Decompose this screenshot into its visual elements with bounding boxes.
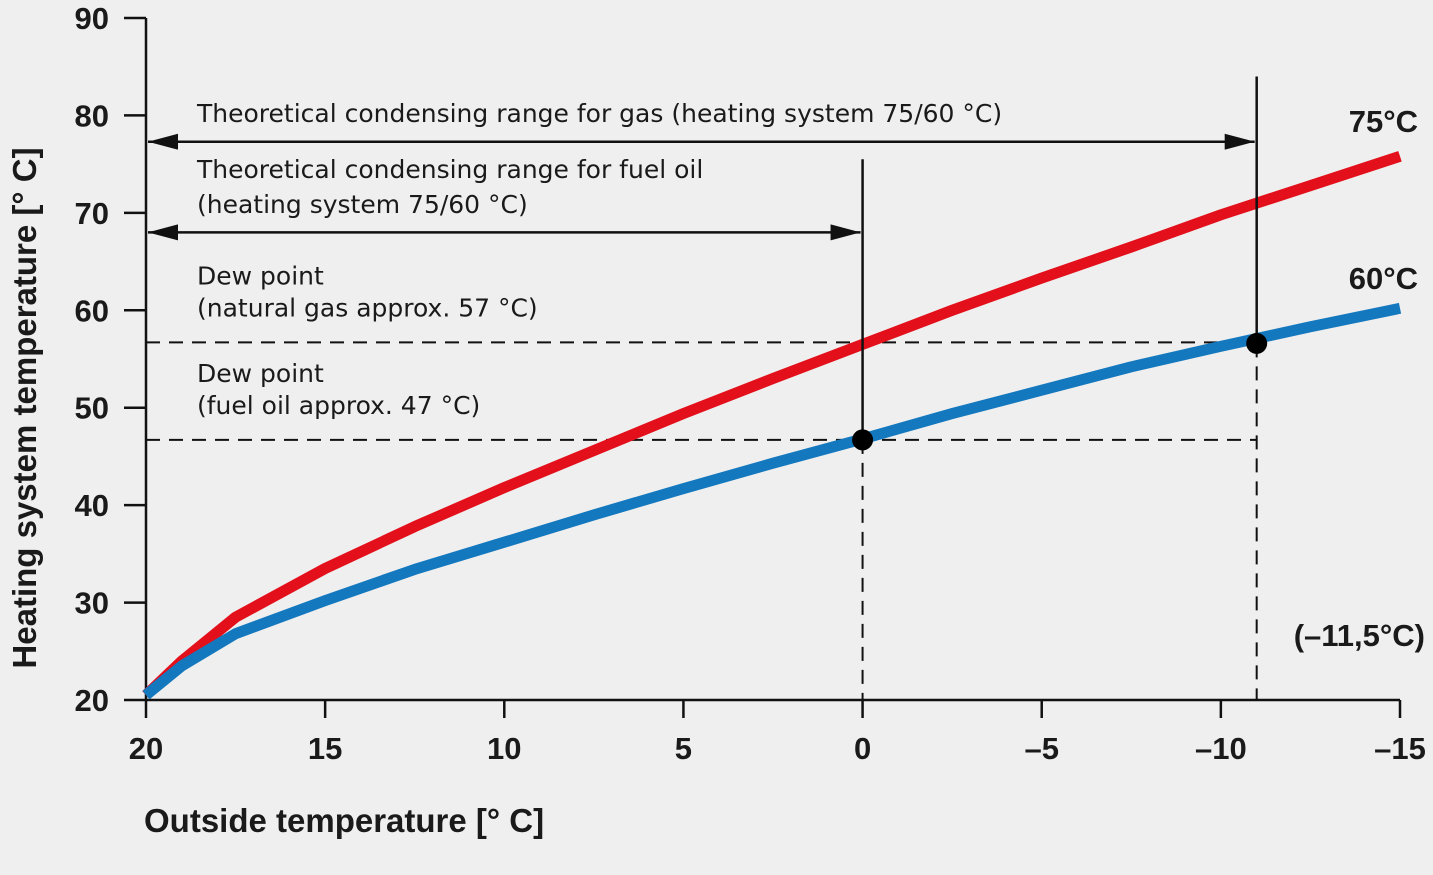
labels: Dew point (natural gas approx. 57 °C) Dew …: [196, 99, 1425, 653]
x-tick-label: 5: [675, 731, 692, 766]
dew-point-label: Dew point: [197, 261, 324, 290]
x-tick-label: 0: [854, 731, 871, 766]
y-tick-label: 50: [75, 391, 109, 426]
series-layer: [142, 151, 1402, 700]
series-line: [142, 151, 1402, 700]
dew-point-label-sub: (fuel oil approx. 47 °C): [197, 391, 480, 420]
intersection-point: [1246, 332, 1268, 354]
dew-point-label-sub: (natural gas approx. 57 °C): [197, 293, 538, 322]
x-axis-title: Outside temperature [° C]: [144, 802, 544, 839]
condensing-ranges: [148, 76, 1258, 440]
intersection-point: [852, 429, 874, 451]
y-tick-label: 20: [75, 683, 109, 718]
series-label: 60°C: [1349, 261, 1418, 296]
x-tick-label: –10: [1195, 731, 1247, 766]
range-label-gas: Theoretical condensing range for gas (he…: [196, 99, 1002, 128]
reference-lines: [146, 341, 1258, 700]
crossover-annotation: (–11,5°C): [1294, 618, 1425, 653]
y-tick-label: 30: [75, 586, 109, 621]
y-tick-label: 60: [75, 293, 109, 328]
x-tick-label: 10: [487, 731, 521, 766]
y-axis-title: Heating system temperature [° C]: [6, 147, 43, 668]
y-tick-label: 70: [75, 196, 109, 231]
intersection-points: [852, 332, 1268, 451]
series-line: [142, 302, 1402, 700]
range-label-oil-sub: (heating system 75/60 °C): [197, 190, 528, 219]
x-tick-label: –5: [1024, 731, 1058, 766]
y-tick-label: 80: [75, 98, 109, 133]
x-tick-label: 15: [308, 731, 342, 766]
y-tick-label: 90: [75, 1, 109, 36]
y-tick-label: 40: [75, 488, 109, 523]
series-label: 75°C: [1349, 104, 1418, 139]
dew-point-label: Dew point: [197, 359, 324, 388]
x-tick-label: 20: [129, 731, 163, 766]
axes: 20 15 10 5 0 –5 –10 –152030405060708090Outside …: [6, 1, 1426, 839]
range-label-oil: Theoretical condensing range for fuel oi…: [196, 155, 703, 184]
x-tick-label: –15: [1374, 731, 1426, 766]
